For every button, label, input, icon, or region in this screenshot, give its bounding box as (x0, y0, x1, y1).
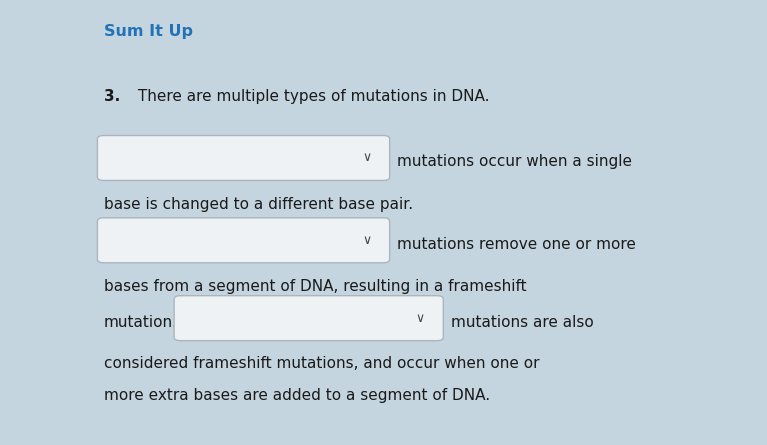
FancyBboxPatch shape (97, 218, 390, 263)
FancyBboxPatch shape (97, 135, 390, 181)
Text: mutations occur when a single: mutations occur when a single (397, 154, 632, 170)
Text: base is changed to a different base pair.: base is changed to a different base pair… (104, 197, 413, 212)
Text: considered frameshift mutations, and occur when one or: considered frameshift mutations, and occ… (104, 356, 539, 371)
Text: Sum It Up: Sum It Up (104, 24, 193, 40)
FancyBboxPatch shape (174, 295, 443, 341)
Text: There are multiple types of mutations in DNA.: There are multiple types of mutations in… (133, 89, 489, 104)
Text: mutations are also: mutations are also (451, 315, 594, 330)
Text: mutations remove one or more: mutations remove one or more (397, 237, 636, 252)
Text: ∨: ∨ (362, 151, 371, 165)
Text: ∨: ∨ (362, 234, 371, 247)
Text: more extra bases are added to a segment of DNA.: more extra bases are added to a segment … (104, 388, 489, 403)
Text: ∨: ∨ (416, 312, 425, 325)
Text: bases from a segment of DNA, resulting in a frameshift: bases from a segment of DNA, resulting i… (104, 279, 526, 294)
Text: mutation.: mutation. (104, 315, 177, 330)
Text: 3.: 3. (104, 89, 120, 104)
